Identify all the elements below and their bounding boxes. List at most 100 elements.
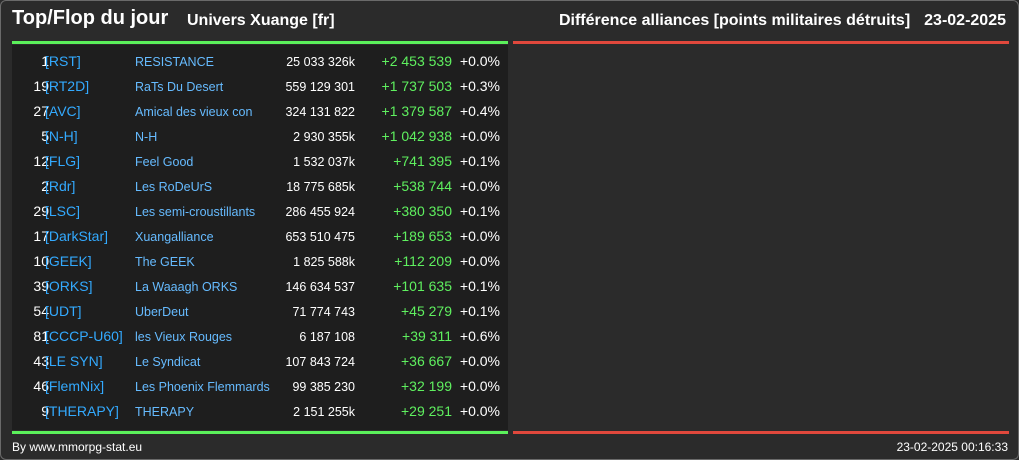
- alliance-tag: [FLG]: [45, 153, 81, 169]
- military-points: 2 151 255k: [293, 405, 355, 419]
- military-points: 2 930 355k: [293, 130, 355, 144]
- table-row: 5 [N-H] N-H 2 930 355k +1 042 938 +0.0%: [12, 124, 508, 149]
- points-difference: +32 199: [401, 378, 452, 394]
- percent-change: +0.0%: [459, 178, 500, 194]
- military-points: 286 455 924: [285, 205, 355, 219]
- military-points: 653 510 475: [285, 230, 355, 244]
- military-points: 6 187 108: [299, 330, 355, 344]
- top-rows: 1 [RST] RESISTANCE 25 033 326k +2 453 539 +0.…: [12, 49, 508, 424]
- percent-change: +0.6%: [459, 328, 500, 344]
- rank-cell: 27: [33, 103, 49, 119]
- site-credit: By www.mmorpg-stat.eu: [12, 440, 143, 454]
- alliance-name: La Waaagh ORKS: [135, 280, 238, 294]
- rank-cell: 9: [41, 403, 49, 419]
- alliance-tag: [UDT]: [45, 303, 82, 319]
- flop-panel-rule: [513, 41, 1009, 44]
- alliance-name: RESISTANCE: [135, 55, 214, 69]
- points-difference: +112 209: [394, 253, 452, 269]
- points-difference: +189 653: [393, 228, 452, 244]
- alliance-tag: [CCCP-U60]: [45, 328, 123, 344]
- rank-cell: 46: [33, 378, 49, 394]
- military-points: 559 129 301: [285, 80, 355, 94]
- rank-cell: 5: [41, 128, 49, 144]
- alliance-tag: [ORKS]: [45, 278, 93, 294]
- top-panel-rule-bottom: [12, 431, 508, 434]
- alliance-name: The GEEK: [135, 255, 195, 269]
- percent-change: +0.1%: [459, 303, 500, 319]
- alliance-tag: [GEEK]: [45, 253, 92, 269]
- table-row: 29 [LSC] Les semi-croustillants 286 455 924…: [12, 199, 508, 224]
- table-row: 19 [RT2D] RaTs Du Desert 559 129 301 +1 737 …: [12, 74, 508, 99]
- alliance-tag: [RT2D]: [45, 78, 90, 94]
- alliance-tag: [Rdr]: [45, 178, 76, 194]
- alliance-name: Amical des vieux con: [135, 105, 253, 119]
- percent-change: +0.0%: [459, 378, 500, 394]
- table-row: 2 [Rdr] Les RoDeUrS 18 775 685k +538 744 +0.0…: [12, 174, 508, 199]
- top-alliances-table: 1 [RST] RESISTANCE 25 033 326k +2 453 539 +0.…: [12, 45, 508, 430]
- points-difference: +380 350: [393, 203, 452, 219]
- points-difference: +1 737 503: [381, 78, 452, 94]
- table-row: 9 [THERAPY] THERAPY 2 151 255k +29 251 +0.0%: [12, 399, 508, 424]
- rank-cell: 39: [33, 278, 49, 294]
- points-difference: +741 395: [393, 153, 452, 169]
- alliance-name: Les semi-croustillants: [135, 205, 256, 219]
- percent-change: +0.0%: [459, 128, 500, 144]
- alliance-name: Les Phoenix Flemmards: [135, 380, 270, 394]
- percent-change: +0.1%: [459, 153, 500, 169]
- alliance-name: Xuangalliance: [135, 230, 214, 244]
- rank-cell: 19: [33, 78, 49, 94]
- rank-cell: 54: [33, 303, 49, 319]
- alliance-name: Les RoDeUrS: [135, 180, 213, 194]
- flop-panel-rule-bottom: [513, 431, 1009, 434]
- military-points: 18 775 685k: [286, 180, 355, 194]
- metric-label: Différence alliances [points militaires …: [558, 12, 911, 29]
- military-points: 1 532 037k: [293, 155, 355, 169]
- percent-change: +0.0%: [459, 53, 500, 69]
- percent-change: +0.4%: [459, 103, 500, 119]
- table-row: 17 [DarkStar] Xuangalliance 653 510 475 +189…: [12, 224, 508, 249]
- points-difference: +36 667: [401, 353, 452, 369]
- universe-label: Univers Xuange [fr]: [187, 12, 335, 29]
- points-difference: +1 379 587: [381, 103, 452, 119]
- alliance-name: Le Syndicat: [135, 355, 201, 369]
- points-difference: +2 453 539: [381, 53, 452, 69]
- alliance-name: N-H: [135, 130, 158, 144]
- military-points: 1 825 588k: [293, 255, 355, 269]
- rank-cell: 81: [33, 328, 49, 344]
- alliance-name: Feel Good: [135, 155, 194, 169]
- points-difference: +1 042 938: [381, 128, 452, 144]
- rank-cell: 1: [41, 53, 49, 69]
- top-panel-rule: [12, 41, 508, 44]
- points-difference: +538 744: [393, 178, 452, 194]
- percent-change: +0.1%: [459, 278, 500, 294]
- generated-timestamp: 23-02-2025 00:16:33: [896, 440, 1008, 454]
- rank-cell: 17: [33, 228, 49, 244]
- points-difference: +39 311: [402, 328, 452, 344]
- military-points: 324 131 822: [285, 105, 355, 119]
- table-row: 81 [CCCP-U60] les Vieux Rouges 6 187 108 +39…: [12, 324, 508, 349]
- alliance-tag: [RST]: [45, 53, 81, 69]
- alliance-tag: [N-H]: [45, 128, 78, 144]
- rank-cell: 29: [33, 203, 49, 219]
- military-points: 25 033 326k: [286, 55, 355, 69]
- alliance-name: UberDeut: [135, 305, 189, 319]
- military-points: 71 774 743: [292, 305, 355, 319]
- table-row: 10 [GEEK] The GEEK 1 825 588k +112 209 +0.0%: [12, 249, 508, 274]
- rank-cell: 10: [33, 253, 49, 269]
- military-points: 107 843 724: [285, 355, 355, 369]
- alliance-name: THERAPY: [135, 405, 195, 419]
- points-difference: +45 279: [401, 303, 452, 319]
- date-label: 23-02-2025: [924, 12, 1006, 29]
- percent-change: +0.0%: [459, 228, 500, 244]
- header-right: Différence alliances [points militaires …: [559, 12, 1006, 30]
- page-title: Top/Flop du jour: [12, 7, 169, 29]
- rank-cell: 12: [33, 153, 49, 169]
- alliance-tag: [LSC]: [45, 203, 81, 219]
- table-row: 12 [FLG] Feel Good 1 532 037k +741 395 +0.1%: [12, 149, 508, 174]
- points-difference: +101 635: [393, 278, 452, 294]
- flop-alliances-panel: [513, 45, 1009, 430]
- percent-change: +0.0%: [459, 253, 500, 269]
- alliance-name: RaTs Du Desert: [135, 80, 224, 94]
- percent-change: +0.0%: [459, 353, 500, 369]
